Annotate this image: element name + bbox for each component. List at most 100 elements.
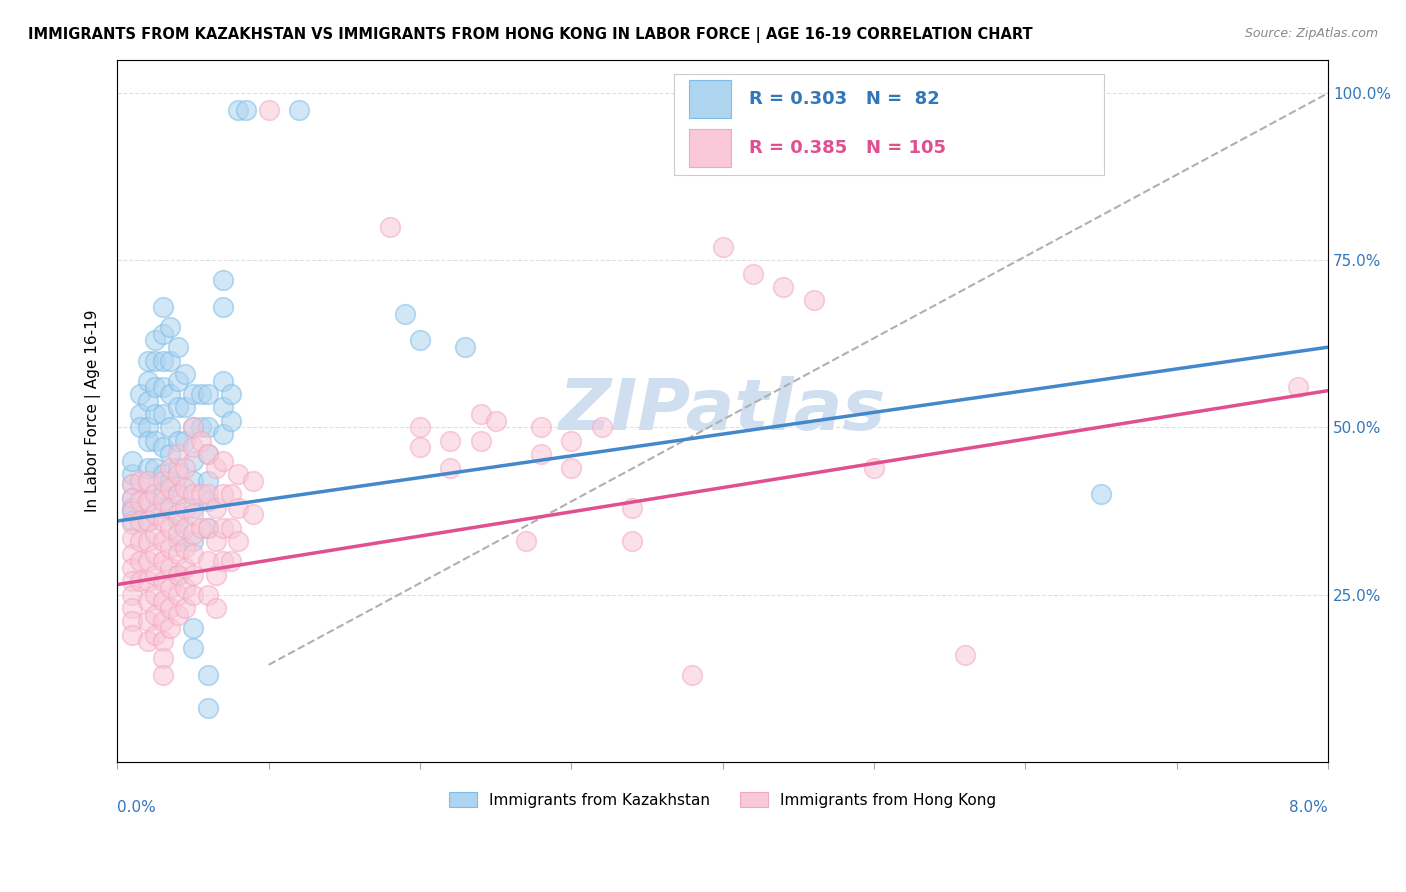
Point: [174, 541, 197, 555]
Point: [136, 554, 159, 568]
Point: [121, 514, 143, 528]
Text: 0.0%: 0.0%: [117, 800, 156, 815]
Point: [166, 434, 188, 448]
Point: [409, 441, 432, 455]
Point: [439, 434, 461, 448]
Point: [136, 634, 159, 648]
Point: [166, 548, 188, 562]
Point: [121, 561, 143, 575]
Point: [152, 326, 174, 341]
Point: [197, 447, 219, 461]
Point: [197, 494, 219, 508]
Point: [181, 527, 204, 541]
Point: [129, 420, 152, 434]
Bar: [689, 79, 731, 119]
Point: [129, 554, 152, 568]
Point: [204, 567, 226, 582]
Point: [121, 491, 143, 505]
Point: [228, 500, 250, 515]
Point: [166, 374, 188, 388]
Text: R = 0.385   N = 105: R = 0.385 N = 105: [749, 139, 946, 157]
Point: [121, 477, 143, 491]
Point: [143, 334, 166, 348]
Point: [166, 401, 188, 415]
Point: [470, 434, 492, 448]
Point: [204, 500, 226, 515]
Point: [159, 353, 181, 368]
Point: [159, 320, 181, 334]
Point: [620, 534, 643, 549]
Point: [863, 460, 886, 475]
Point: [681, 668, 703, 682]
Text: R = 0.303   N =  82: R = 0.303 N = 82: [749, 90, 941, 108]
Point: [166, 340, 188, 354]
Point: [212, 521, 235, 535]
Point: [136, 474, 159, 488]
Point: [190, 521, 212, 535]
Point: [197, 387, 219, 401]
Point: [159, 581, 181, 595]
Point: [288, 103, 311, 117]
Y-axis label: In Labor Force | Age 16-19: In Labor Force | Age 16-19: [86, 310, 101, 512]
Point: [953, 648, 976, 662]
Point: [181, 387, 204, 401]
Point: [190, 387, 212, 401]
Point: [212, 427, 235, 442]
Point: [143, 607, 166, 622]
Point: [166, 607, 188, 622]
Point: [181, 588, 204, 602]
Point: [174, 367, 197, 381]
Point: [166, 567, 188, 582]
Point: [591, 420, 613, 434]
Point: [190, 434, 212, 448]
Point: [143, 628, 166, 642]
Point: [620, 500, 643, 515]
Point: [136, 434, 159, 448]
Point: [219, 487, 242, 501]
Point: [152, 554, 174, 568]
Point: [143, 548, 166, 562]
Point: [219, 414, 242, 428]
Point: [212, 273, 235, 287]
Point: [166, 514, 188, 528]
Point: [166, 447, 188, 461]
Point: [143, 567, 166, 582]
Point: [197, 521, 219, 535]
Point: [181, 474, 204, 488]
Point: [136, 574, 159, 589]
Point: [212, 401, 235, 415]
Point: [121, 601, 143, 615]
Point: [121, 531, 143, 545]
Point: [212, 454, 235, 468]
Point: [159, 521, 181, 535]
Point: [121, 615, 143, 629]
Bar: [689, 128, 731, 168]
Point: [174, 500, 197, 515]
Point: [181, 621, 204, 635]
Point: [181, 420, 204, 434]
Point: [152, 300, 174, 314]
Point: [152, 467, 174, 482]
Point: [212, 300, 235, 314]
Point: [159, 474, 181, 488]
Point: [136, 420, 159, 434]
Point: [197, 588, 219, 602]
Point: [121, 504, 143, 518]
Point: [136, 460, 159, 475]
Point: [197, 474, 219, 488]
Point: [129, 387, 152, 401]
Point: [152, 474, 174, 488]
Point: [190, 420, 212, 434]
Point: [136, 353, 159, 368]
Point: [181, 508, 204, 522]
Point: [219, 521, 242, 535]
Point: [181, 500, 204, 515]
Point: [121, 517, 143, 532]
Point: [197, 554, 219, 568]
Point: [174, 460, 197, 475]
Point: [152, 487, 174, 501]
Point: [166, 588, 188, 602]
Point: [197, 701, 219, 715]
Point: [560, 460, 582, 475]
Point: [152, 594, 174, 608]
